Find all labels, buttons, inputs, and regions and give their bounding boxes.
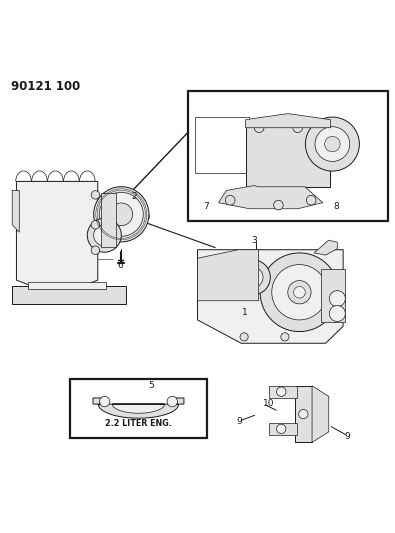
Circle shape bbox=[87, 218, 121, 252]
Polygon shape bbox=[198, 250, 259, 301]
Bar bbox=[246, 120, 331, 187]
Circle shape bbox=[240, 333, 248, 341]
Circle shape bbox=[243, 267, 263, 288]
Text: 10: 10 bbox=[263, 399, 274, 408]
Bar bbox=[269, 423, 297, 435]
Circle shape bbox=[281, 333, 289, 341]
Text: 1: 1 bbox=[242, 309, 248, 318]
Circle shape bbox=[110, 203, 133, 225]
Text: 9: 9 bbox=[236, 417, 242, 426]
Circle shape bbox=[327, 308, 336, 316]
Text: 7: 7 bbox=[203, 202, 209, 211]
Text: 9: 9 bbox=[344, 432, 350, 441]
Circle shape bbox=[329, 305, 345, 321]
Circle shape bbox=[100, 397, 110, 407]
Circle shape bbox=[315, 127, 350, 161]
Polygon shape bbox=[314, 240, 337, 255]
Circle shape bbox=[91, 191, 100, 199]
Bar bbox=[269, 386, 297, 398]
Circle shape bbox=[299, 409, 308, 419]
Circle shape bbox=[293, 286, 305, 298]
Circle shape bbox=[305, 117, 359, 171]
Polygon shape bbox=[218, 185, 323, 209]
Circle shape bbox=[276, 387, 286, 397]
Circle shape bbox=[329, 290, 345, 306]
Text: 5: 5 bbox=[148, 381, 154, 390]
Polygon shape bbox=[12, 190, 19, 232]
Bar bbox=[28, 281, 106, 289]
Circle shape bbox=[235, 260, 270, 295]
Circle shape bbox=[167, 397, 177, 407]
Polygon shape bbox=[93, 398, 184, 418]
Circle shape bbox=[260, 253, 339, 332]
Circle shape bbox=[327, 281, 336, 289]
Text: 2: 2 bbox=[132, 192, 137, 201]
Polygon shape bbox=[246, 114, 331, 128]
Polygon shape bbox=[17, 181, 98, 289]
Circle shape bbox=[99, 192, 143, 236]
Bar bbox=[70, 378, 207, 438]
Circle shape bbox=[94, 224, 115, 246]
Circle shape bbox=[254, 123, 264, 133]
Bar bbox=[12, 286, 126, 304]
Text: 90121 100: 90121 100 bbox=[11, 79, 80, 93]
Bar bbox=[321, 269, 344, 322]
Circle shape bbox=[226, 196, 235, 205]
Bar bbox=[188, 91, 388, 221]
Circle shape bbox=[307, 196, 316, 205]
Polygon shape bbox=[198, 250, 343, 343]
Circle shape bbox=[94, 187, 149, 242]
Text: 8: 8 bbox=[333, 202, 339, 211]
Polygon shape bbox=[312, 386, 329, 442]
Circle shape bbox=[91, 221, 100, 229]
Polygon shape bbox=[112, 404, 165, 413]
Bar bbox=[102, 193, 116, 247]
Circle shape bbox=[274, 200, 283, 210]
Polygon shape bbox=[295, 386, 312, 442]
Text: 3: 3 bbox=[252, 237, 258, 245]
Circle shape bbox=[91, 246, 100, 254]
Text: 6: 6 bbox=[118, 261, 124, 270]
Circle shape bbox=[276, 424, 286, 433]
Circle shape bbox=[325, 136, 340, 152]
Circle shape bbox=[288, 280, 311, 304]
Circle shape bbox=[293, 123, 303, 133]
Text: 2.2 LITER ENG.: 2.2 LITER ENG. bbox=[105, 418, 172, 427]
Circle shape bbox=[272, 264, 327, 320]
